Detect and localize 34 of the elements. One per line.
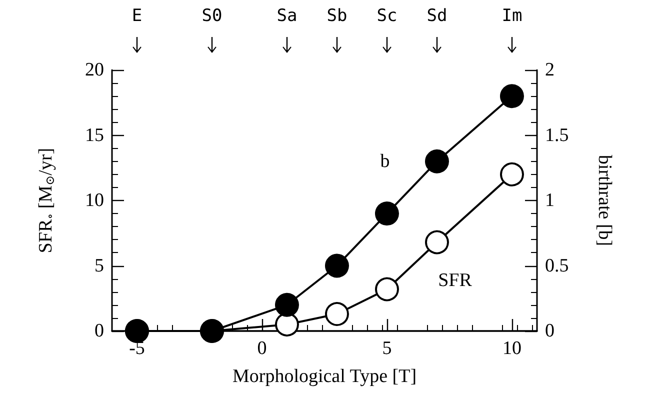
- y-tick-label: 10: [85, 190, 104, 211]
- text: E: [130, 6, 144, 26]
- text: Im: [500, 6, 524, 26]
- y2-tick-label: 1: [545, 190, 554, 211]
- y-tick-label: 5: [94, 255, 104, 276]
- x-axis-title: Morphological Type [T]: [232, 366, 417, 387]
- x-tick-label: 0: [257, 338, 267, 359]
- point: [500, 162, 524, 186]
- point: [325, 302, 349, 326]
- point: [500, 84, 524, 108]
- point: [425, 149, 449, 174]
- text: S0: [200, 6, 224, 26]
- y-tick-label: 15: [85, 124, 104, 146]
- y-tick-label: 20: [85, 60, 104, 80]
- point: [425, 230, 449, 254]
- y2-tick-label: 0.5: [545, 255, 569, 276]
- series-label: b: [380, 150, 390, 172]
- y2-tick-label: 0: [545, 320, 554, 342]
- y2-axis-title: birthrate [b]: [594, 154, 615, 246]
- y-axis-title: SFR∘ [M⊙/yr]: [36, 148, 57, 254]
- x-tick-label: 5: [382, 338, 392, 359]
- point: [275, 292, 299, 317]
- x-tick-label: 10: [502, 338, 522, 359]
- y-tick-label: 0: [94, 320, 104, 342]
- point: [375, 277, 399, 302]
- text: Sb: [326, 6, 348, 26]
- point: [325, 254, 349, 278]
- series-label: SFR: [438, 270, 472, 291]
- text: Sd: [426, 6, 448, 26]
- text: Sa: [276, 6, 298, 26]
- point: [375, 202, 399, 226]
- y2-tick-label: 1.5: [545, 124, 569, 146]
- y2-tick-label: 2: [545, 60, 554, 80]
- text: Sc: [376, 6, 398, 26]
